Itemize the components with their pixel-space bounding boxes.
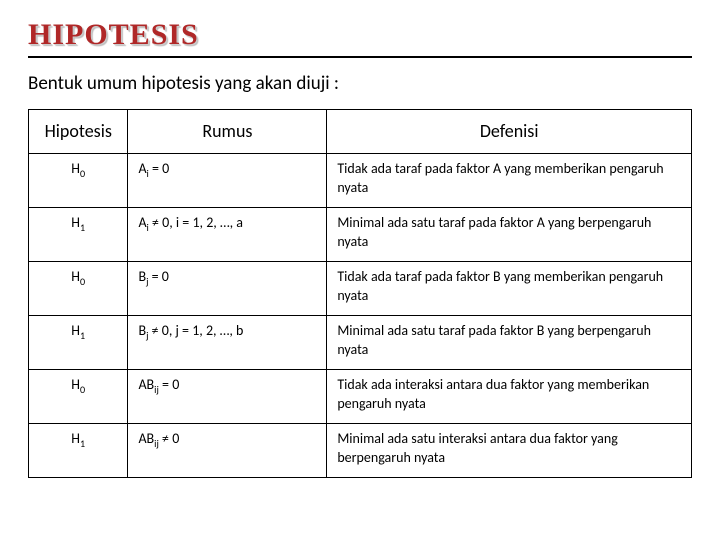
slide: HIPOTESIS Bentuk umum hipotesis yang aka… — [0, 0, 720, 540]
cell-hipotesis: H1 — [29, 316, 128, 370]
cell-rumus: Bj ≠ 0, j = 1, 2, …, b — [128, 316, 327, 370]
cell-rumus: Bj = 0 — [128, 262, 327, 316]
col-header-rumus: Rumus — [128, 110, 327, 154]
table-row: H1 ABij ≠ 0 Minimal ada satu interaksi a… — [29, 424, 692, 478]
table-row: H1 Ai ≠ 0, i = 1, 2, …, a Minimal ada sa… — [29, 208, 692, 262]
cell-hipotesis: H0 — [29, 262, 128, 316]
cell-rumus: ABij ≠ 0 — [128, 424, 327, 478]
table-header-row: Hipotesis Rumus Defenisi — [29, 110, 692, 154]
cell-hipotesis: H1 — [29, 208, 128, 262]
cell-rumus: Ai = 0 — [128, 154, 327, 208]
cell-defenisi: Tidak ada interaksi antara dua faktor ya… — [327, 370, 692, 424]
cell-defenisi: Minimal ada satu taraf pada faktor B yan… — [327, 316, 692, 370]
slide-title: HIPOTESIS — [28, 18, 692, 52]
cell-rumus: Ai ≠ 0, i = 1, 2, …, a — [128, 208, 327, 262]
table-body: H0 Ai = 0 Tidak ada taraf pada faktor A … — [29, 154, 692, 478]
cell-hipotesis: H1 — [29, 424, 128, 478]
table-row: H1 Bj ≠ 0, j = 1, 2, …, b Minimal ada sa… — [29, 316, 692, 370]
cell-rumus: ABij = 0 — [128, 370, 327, 424]
table-row: H0 Ai = 0 Tidak ada taraf pada faktor A … — [29, 154, 692, 208]
cell-hipotesis: H0 — [29, 154, 128, 208]
table-row: H0 Bj = 0 Tidak ada taraf pada faktor B … — [29, 262, 692, 316]
cell-hipotesis: H0 — [29, 370, 128, 424]
cell-defenisi: Tidak ada taraf pada faktor A yang membe… — [327, 154, 692, 208]
hypothesis-table: Hipotesis Rumus Defenisi H0 Ai = 0 Tidak… — [28, 109, 692, 478]
table-row: H0 ABij = 0 Tidak ada interaksi antara d… — [29, 370, 692, 424]
cell-defenisi: Tidak ada taraf pada faktor B yang membe… — [327, 262, 692, 316]
slide-subtitle: Bentuk umum hipotesis yang akan diuji : — [28, 72, 692, 95]
col-header-defenisi: Defenisi — [327, 110, 692, 154]
title-underline — [28, 56, 692, 58]
cell-defenisi: Minimal ada satu taraf pada faktor A yan… — [327, 208, 692, 262]
cell-defenisi: Minimal ada satu interaksi antara dua fa… — [327, 424, 692, 478]
col-header-hipotesis: Hipotesis — [29, 110, 128, 154]
